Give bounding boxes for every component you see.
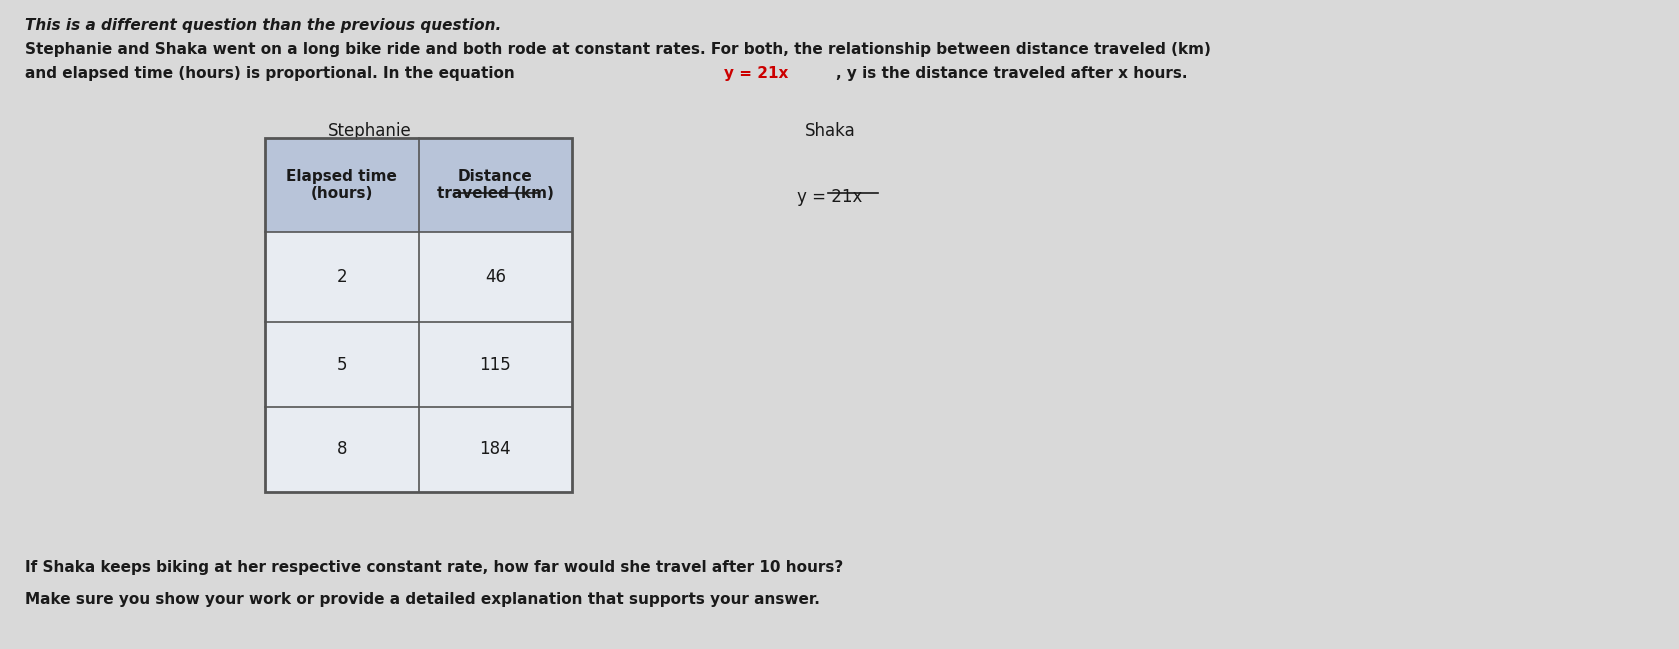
Text: Distance
traveled (km): Distance traveled (km) (437, 169, 554, 201)
Bar (265, 322, 573, 407)
Text: y = 21x: y = 21x (724, 66, 789, 81)
Text: Make sure you show your work or provide a detailed explanation that supports you: Make sure you show your work or provide … (25, 592, 819, 607)
Text: If Shaka keeps biking at her respective constant rate, how far would she travel : If Shaka keeps biking at her respective … (25, 560, 843, 575)
Text: 2: 2 (336, 268, 348, 286)
Text: Stephanie and Shaka went on a long bike ride and both rode at constant rates. Fo: Stephanie and Shaka went on a long bike … (25, 42, 1211, 57)
Bar (265, 138, 573, 232)
Text: 115: 115 (480, 356, 510, 374)
Bar (265, 232, 573, 322)
Text: and elapsed time (hours) is proportional. In the equation: and elapsed time (hours) is proportional… (25, 66, 520, 81)
Text: 8: 8 (336, 441, 348, 458)
Text: 46: 46 (485, 268, 505, 286)
Text: 184: 184 (480, 441, 510, 458)
Text: 5: 5 (336, 356, 348, 374)
Bar (265, 138, 573, 492)
Bar (265, 407, 573, 492)
Text: y = 21x: y = 21x (798, 188, 863, 206)
Text: Stephanie: Stephanie (327, 122, 411, 140)
Text: Shaka: Shaka (804, 122, 855, 140)
Text: Elapsed time
(hours): Elapsed time (hours) (287, 169, 398, 201)
Text: , y is the distance traveled after x hours.: , y is the distance traveled after x hou… (836, 66, 1187, 81)
Text: This is a different question than the previous question.: This is a different question than the pr… (25, 18, 502, 33)
